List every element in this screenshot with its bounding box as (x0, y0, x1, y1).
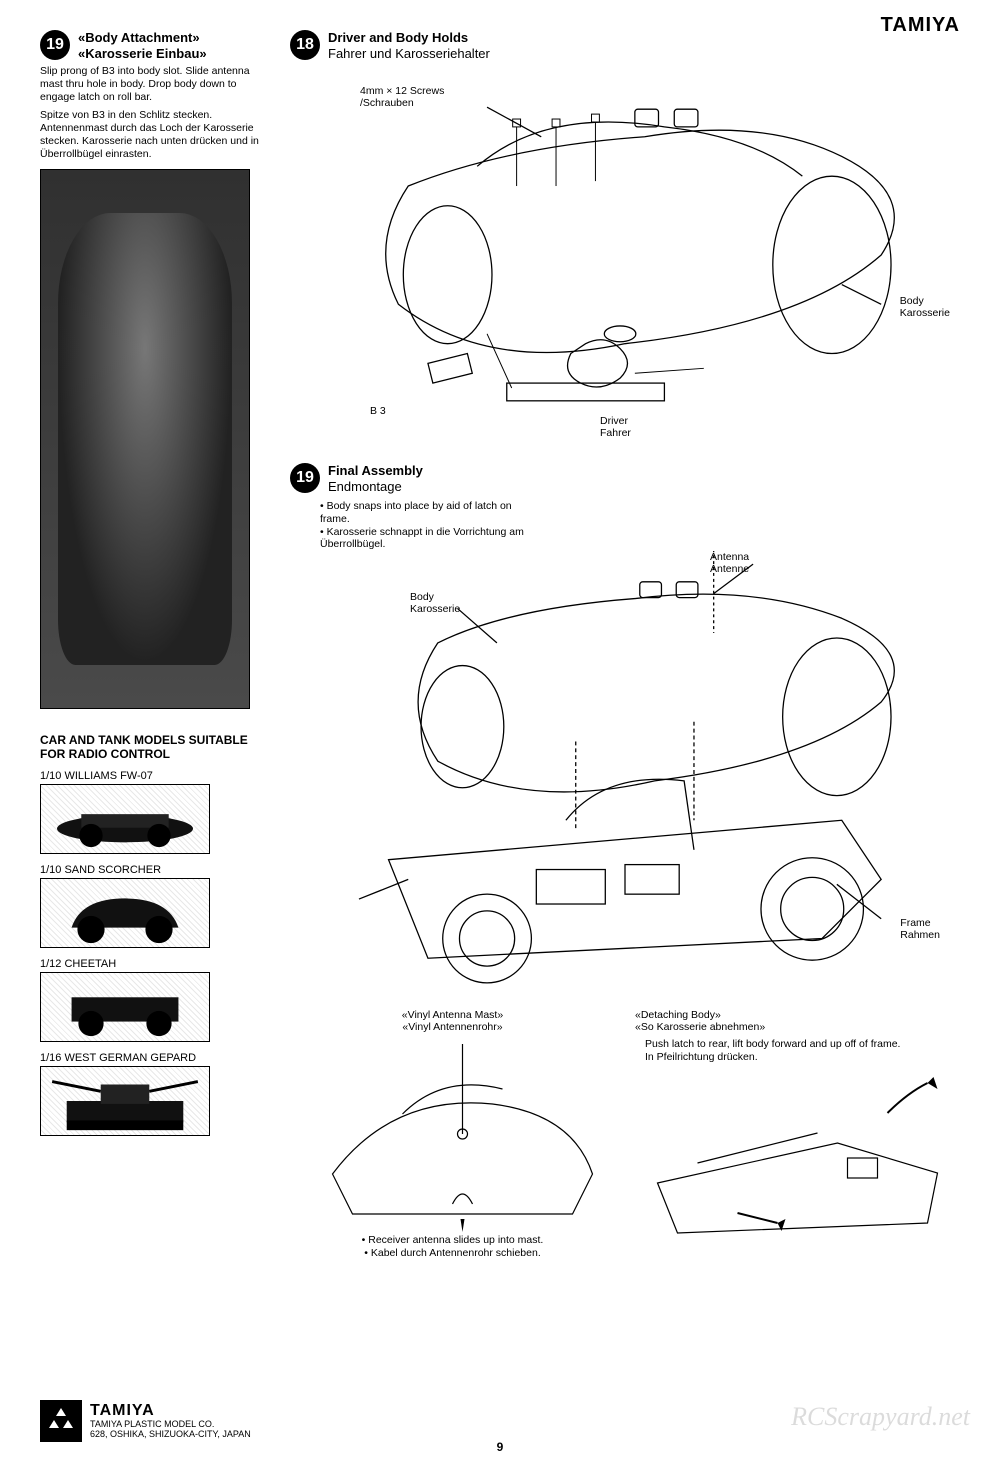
step19-diagram: Antenna Antenne Body Karosserie Frame Ra… (290, 551, 960, 991)
model-label: 1/12 CHEETAH (40, 958, 270, 970)
detaching-note-de: In Pfeilrichtung drücken. (645, 1051, 960, 1064)
model-item: 1/16 WEST GERMAN GEPARD (40, 1052, 270, 1136)
step-19: 19 Final Assembly Endmontage Body snaps … (290, 463, 960, 991)
page-layout: 19 «Body Attachment» «Karosserie Einbau»… (40, 30, 960, 1442)
callout-b3: B 3 (370, 405, 386, 417)
antenna-mast-diagram (290, 1034, 615, 1234)
callout-frame: Frame Rahmen (900, 917, 940, 941)
callout-driver: Driver Fahrer (600, 415, 631, 439)
step-badge-18: 18 (290, 30, 320, 60)
right-column: 18 Driver and Body Holds Fahrer und Karo… (290, 30, 960, 1442)
model-label: 1/10 WILLIAMS FW-07 (40, 770, 270, 782)
step19a-text-de: Spitze von B3 in den Schlitz stecken. An… (40, 109, 270, 162)
step19-note-de: Karosserie schnappt in die Vorrichtung a… (320, 526, 530, 551)
detail-detaching-body: «Detaching Body» «So Karosserie abnehmen… (635, 1009, 960, 1259)
step18-diagram: 4mm × 12 Screws /Schrauben Body Karosser… (290, 65, 960, 445)
step19a-text-en: Slip prong of B3 into body slot. Slide a… (40, 65, 270, 104)
footer-brand: TAMIYA (90, 1402, 251, 1420)
model-item: 1/10 WILLIAMS FW-07 (40, 770, 270, 854)
step18-title-en: Driver and Body Holds (328, 30, 490, 46)
callout-body: Body Karosserie (900, 295, 950, 319)
model-thumb-gepard (40, 1066, 210, 1136)
antenna-mast-title-de: «Vinyl Antennenrohr» (290, 1021, 615, 1034)
step19a-title-en: «Body Attachment» (78, 30, 207, 46)
model-thumb-cheetah (40, 972, 210, 1042)
model-thumb-sand-scorcher (40, 878, 210, 948)
footer-line2: 628, OSHIKA, SHIZUOKA-CITY, JAPAN (90, 1430, 251, 1440)
detaching-diagram (635, 1063, 960, 1243)
callout-screws: 4mm × 12 Screws /Schrauben (360, 85, 444, 109)
model-label: 1/16 WEST GERMAN GEPARD (40, 1052, 270, 1064)
bottom-details: «Vinyl Antenna Mast» «Vinyl Antennenrohr… (290, 1009, 960, 1259)
left-column: 19 «Body Attachment» «Karosserie Einbau»… (40, 30, 270, 1442)
footer-logo: TAMIYA TAMIYA PLASTIC MODEL CO. 628, OSH… (40, 1400, 270, 1442)
model-item: 1/10 SAND SCORCHER (40, 864, 270, 948)
detaching-title-en: «Detaching Body» (635, 1009, 960, 1022)
models-block: CAR AND TANK MODELS SUITABLE FOR RADIO C… (40, 733, 270, 1146)
step19-note-en: Body snaps into place by aid of latch on… (320, 500, 530, 525)
detaching-note-en: Push latch to rear, lift body forward an… (645, 1038, 960, 1051)
step-18: 18 Driver and Body Holds Fahrer und Karo… (290, 30, 960, 445)
step18-title-de: Fahrer und Karosseriehalter (328, 46, 490, 62)
antenna-mast-note-en: Receiver antenna slides up into mast. (290, 1234, 615, 1247)
model-label: 1/10 SAND SCORCHER (40, 864, 270, 876)
step19-title-de: Endmontage (328, 479, 423, 495)
page-number: 9 (497, 1440, 504, 1454)
detail-antenna-mast: «Vinyl Antenna Mast» «Vinyl Antennenrohr… (290, 1009, 615, 1259)
model-thumb-williams (40, 784, 210, 854)
models-heading: CAR AND TANK MODELS SUITABLE FOR RADIO C… (40, 733, 270, 762)
model-item: 1/12 CHEETAH (40, 958, 270, 1042)
callout-body-19: Body Karosserie (410, 591, 460, 615)
tamiya-logo-icon (40, 1400, 82, 1442)
body-top-view-image (40, 169, 250, 709)
step-19a: 19 «Body Attachment» «Karosserie Einbau»… (40, 30, 270, 709)
footer-logo-text: TAMIYA TAMIYA PLASTIC MODEL CO. 628, OSH… (90, 1402, 251, 1439)
antenna-mast-note-de: Kabel durch Antennenrohr schieben. (290, 1247, 615, 1260)
step19-title-en: Final Assembly (328, 463, 423, 479)
detaching-title-de: «So Karosserie abnehmen» (635, 1021, 960, 1034)
callout-antenna: Antenna Antenne (710, 551, 749, 575)
step-badge-19: 19 (290, 463, 320, 493)
step19a-title-de: «Karosserie Einbau» (78, 46, 207, 62)
step-badge-19a: 19 (40, 30, 70, 60)
antenna-mast-title-en: «Vinyl Antenna Mast» (290, 1009, 615, 1022)
